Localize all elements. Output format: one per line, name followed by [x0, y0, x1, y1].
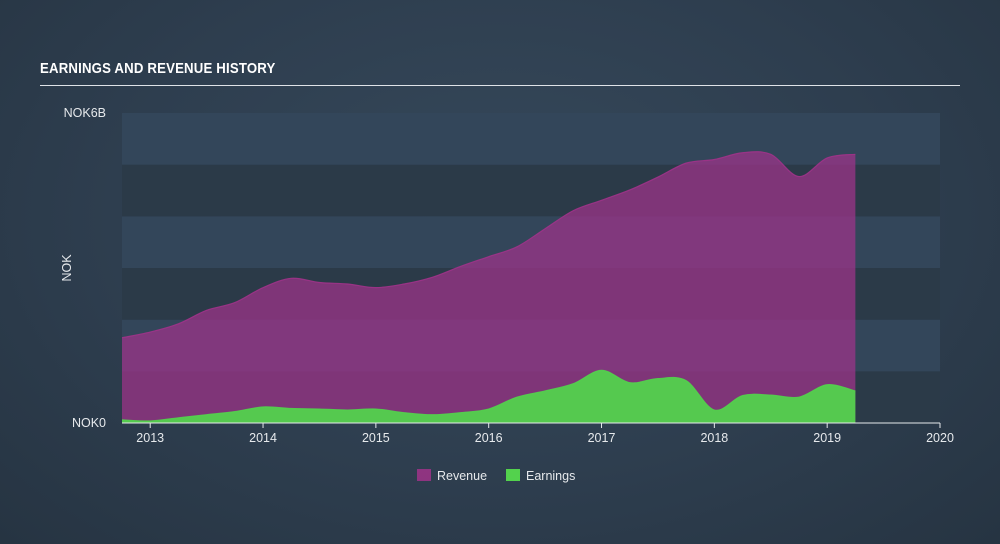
x-tick-label: 2015	[362, 431, 390, 445]
legend-swatch-revenue	[417, 469, 431, 481]
revenue-line	[121, 151, 856, 339]
x-ticks: 2013 2014 2015 2016 2017 2018 2019 2020	[136, 423, 954, 445]
x-tick-label: 2020	[926, 431, 954, 445]
series-areas	[121, 151, 856, 423]
y-axis-bottom-label: NOK0	[72, 416, 106, 430]
y-axis-top-label: NOK6B	[64, 106, 106, 120]
y-axis-title: NOK	[60, 254, 74, 282]
x-tick-label: 2019	[813, 431, 841, 445]
title-divider	[40, 85, 960, 86]
legend: Revenue Earnings	[417, 469, 575, 483]
grid-band	[122, 113, 940, 165]
legend-label-revenue: Revenue	[437, 469, 487, 483]
earnings-line	[121, 369, 856, 422]
x-tick-label: 2016	[475, 431, 503, 445]
x-tick-label: 2017	[588, 431, 616, 445]
x-tick-label: 2013	[136, 431, 164, 445]
chart-title: EARNINGS AND REVENUE HISTORY	[40, 60, 276, 77]
x-tick-label: 2014	[249, 431, 277, 445]
legend-label-earnings: Earnings	[526, 469, 575, 483]
earnings-area	[122, 370, 856, 423]
x-tick-label: 2018	[700, 431, 728, 445]
revenue-area	[122, 151, 856, 423]
legend-swatch-earnings	[506, 469, 520, 481]
